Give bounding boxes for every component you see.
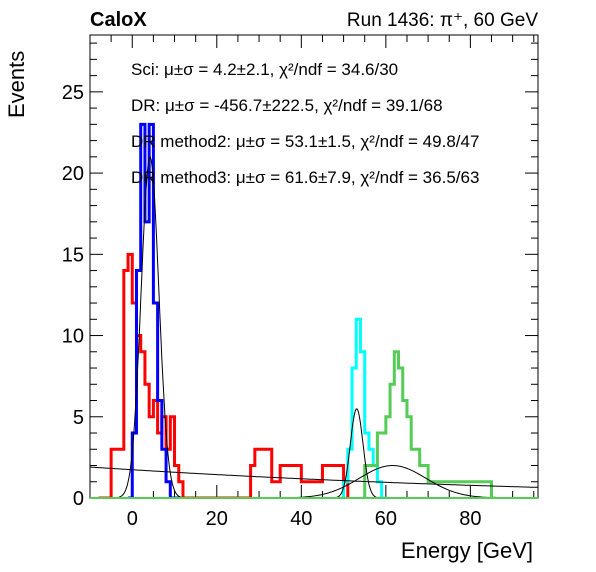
x-axis-label: Energy [GeV] bbox=[401, 538, 533, 563]
x-tick-label: 60 bbox=[375, 508, 397, 530]
plot-area: 0 20 40 60 80 0 5 10 15 20 25 Sci: μ±σ = 4.2±2.1, χ… bbox=[62, 34, 539, 530]
chart-title-right: Run 1436: π⁺, 60 GeV bbox=[347, 10, 538, 31]
fit-curve-dr_method3 bbox=[90, 465, 538, 498]
legend-entry: DR: μ±σ = -456.7±222.5, χ²/ndf = 39.1/68 bbox=[131, 96, 443, 115]
legend-entry: Sci: μ±σ = 4.2±2.1, χ²/ndf = 34.6/30 bbox=[131, 60, 398, 79]
x-tick-label: 40 bbox=[290, 508, 312, 530]
y-tick-label: 5 bbox=[73, 407, 84, 429]
y-tick-label: 0 bbox=[73, 488, 84, 510]
plot-contents bbox=[90, 122, 538, 498]
y-axis-label: Events bbox=[4, 51, 29, 118]
chart-title-left: CaloX bbox=[90, 9, 147, 31]
x-tick-label: 0 bbox=[127, 508, 138, 530]
histogram-dr_method3 bbox=[363, 350, 496, 498]
y-tick-label: 15 bbox=[62, 244, 84, 266]
y-tick-label: 25 bbox=[62, 82, 84, 104]
y-tick-label: 10 bbox=[62, 326, 84, 348]
x-tick-label: 20 bbox=[206, 508, 228, 530]
y-tick-label: 20 bbox=[62, 163, 84, 185]
histogram-sci bbox=[128, 122, 179, 498]
legend-entry: DR method3: μ±σ = 61.6±7.9, χ²/ndf = 36.… bbox=[131, 168, 479, 187]
fit-curve-sci bbox=[90, 155, 538, 498]
fit-curve-dr bbox=[90, 466, 538, 488]
x-tick-label: 80 bbox=[459, 508, 481, 530]
legend-entry: DR method2: μ±σ = 53.1±1.5, χ²/ndf = 49.… bbox=[131, 132, 479, 151]
